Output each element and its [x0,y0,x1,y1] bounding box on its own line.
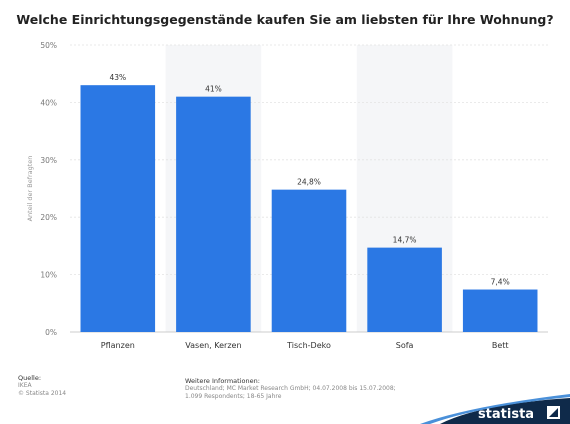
y-axis-label: Anteil der Befragten [26,156,34,222]
bar-3 [271,189,347,332]
logo-swoosh-shape [440,398,570,424]
category-label: Vasen, Kerzen [185,341,241,350]
y-tick-label: 30% [40,156,57,165]
category-label: Sofa [396,341,414,350]
logo-swoosh-accent [420,394,570,424]
data-label: 24,8% [297,178,321,187]
bar-2 [176,96,251,332]
chart-title: Welche Einrichtungsgegenstände kaufen Si… [16,12,554,27]
statista-logo-icon [547,406,560,419]
info-line: Deutschland; MC Market Research GmbH; 04… [185,385,396,392]
info-block: Weitere Informationen: Deutschland; MC M… [185,377,396,401]
data-label: 14,7% [393,236,417,245]
category-label: Pflanzen [101,341,135,350]
data-label: 43% [109,73,126,82]
y-tick-label: 10% [40,271,57,280]
data-label: 7,4% [491,278,510,287]
source-line: IKEA [18,382,32,389]
source-block: Quelle: IKEA © Statista 2014 [18,374,66,398]
copyright-line: © Statista 2014 [18,390,67,397]
y-tick-label: 40% [40,98,57,107]
statista-logo[interactable]: statista [420,384,570,424]
bar-chart: 0% 10% 20% 30% 40% 50% 43% 41% 24,8% 14,7% 7,4% P… [26,41,548,350]
statista-wordmark: statista [478,407,534,422]
category-label: Tisch-Deko [286,341,331,350]
y-tick-label: 50% [40,41,57,50]
category-label: Bett [492,341,509,350]
info-line: 1.099 Respondents; 18-65 Jahre [185,393,282,400]
y-tick-label: 0% [45,328,57,337]
bar-4 [367,247,442,332]
source-heading: Quelle: [18,374,42,382]
data-label: 41% [205,85,222,94]
info-heading: Weitere Informationen: [185,377,260,385]
y-tick-label: 20% [40,213,57,222]
bar-5 [462,289,538,332]
bar-1 [80,85,156,333]
